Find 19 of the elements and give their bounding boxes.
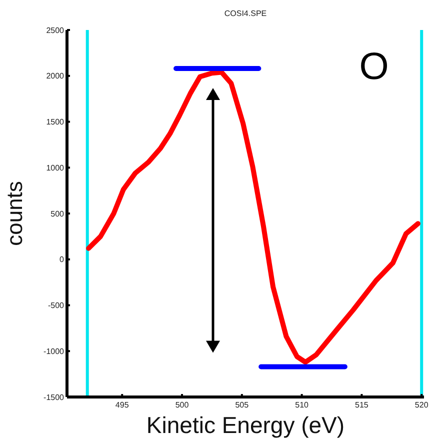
y-tick-label: 500 — [50, 209, 65, 218]
y-tick-label: -1000 — [44, 346, 65, 356]
y-tick-label: 1000 — [46, 163, 65, 172]
y-axis-title: counts — [2, 181, 27, 246]
x-tick-label: 505 — [235, 400, 250, 410]
x-tick-label: 495 — [115, 400, 130, 410]
x-tick-label: 515 — [355, 400, 369, 410]
x-axis-title: Kinetic Energy (eV) — [146, 412, 345, 438]
y-tick-label: 2500 — [46, 26, 65, 35]
annotation: O — [358, 46, 390, 88]
x-tick-label: 500 — [175, 400, 190, 410]
y-tick-label: -1500 — [44, 392, 65, 402]
y-tick-label: 1500 — [46, 118, 65, 127]
y-tick-label: 2000 — [46, 72, 65, 81]
chart-title: COSI4.SPE — [223, 9, 268, 18]
y-tick-label: -500 — [48, 301, 65, 310]
x-tick-label: 510 — [295, 400, 310, 410]
y-tick-label: 0 — [60, 255, 65, 264]
x-tick-label: 520 — [414, 400, 429, 410]
